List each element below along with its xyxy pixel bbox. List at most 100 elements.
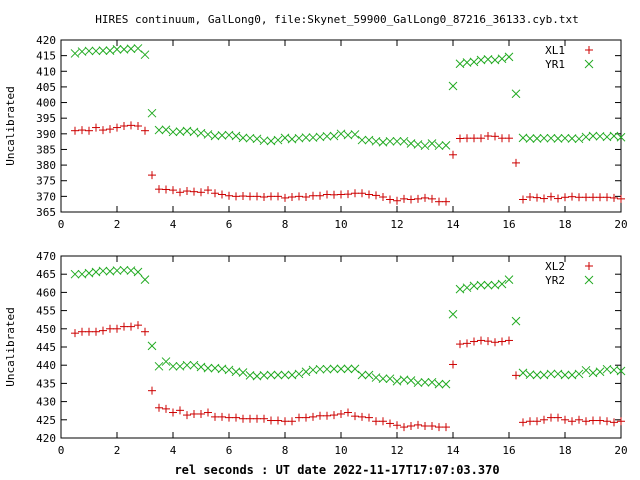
data-point-xl2 (71, 329, 79, 338)
data-point-yr1 (84, 46, 94, 56)
y-tick-label: 435 (36, 377, 56, 390)
data-point-yr2 (196, 362, 206, 372)
data-point-yr2 (231, 367, 241, 377)
data-point-yr2 (525, 370, 535, 380)
data-point-xl2 (421, 421, 429, 430)
y-tick-label: 445 (36, 341, 56, 354)
data-point-yr1 (280, 133, 290, 143)
x-tick-label: 8 (282, 218, 289, 231)
data-point-xl1 (491, 132, 499, 141)
data-point-yr1 (336, 129, 346, 139)
data-point-xl2 (267, 416, 275, 425)
data-point-xl2 (253, 414, 261, 423)
x-tick-label: 20 (614, 444, 627, 457)
data-point-xl2 (463, 339, 471, 348)
data-point-xl1 (428, 194, 436, 203)
data-point-xl2 (176, 406, 184, 415)
data-point-xl2 (400, 423, 408, 432)
y-tick-label: 390 (36, 128, 56, 141)
data-point-yr2 (301, 367, 311, 377)
data-point-yr1 (119, 45, 129, 54)
legend-marker-xl2 (585, 262, 593, 270)
legend-marker-xl1 (585, 46, 593, 54)
data-point-xl1 (519, 195, 527, 204)
data-point-xl1 (386, 195, 394, 204)
data-point-xl2 (428, 421, 436, 430)
data-point-xl2 (99, 326, 107, 335)
data-point-yr2 (294, 369, 304, 379)
data-point-xl1 (603, 193, 611, 202)
data-point-yr2 (532, 370, 542, 380)
data-point-xl1 (372, 191, 380, 200)
data-point-xl2 (330, 411, 338, 420)
data-point-xl2 (337, 409, 345, 418)
data-point-xl2 (204, 408, 212, 417)
x-tick-label: 12 (390, 444, 403, 457)
data-point-xl2 (92, 327, 100, 336)
data-point-yr1 (77, 47, 87, 56)
data-point-xl2 (281, 417, 289, 426)
chart-title: HIRES continuum, GalLong0, file:Skynet_5… (95, 13, 578, 26)
data-point-yr1 (406, 139, 416, 148)
data-point-xl2 (232, 413, 240, 422)
data-point-yr1 (133, 44, 143, 53)
data-point-xl2 (218, 412, 226, 421)
y-tick-label: 420 (36, 34, 56, 47)
legend-top: XL1 YR1 (545, 44, 594, 71)
data-point-yr2 (189, 360, 199, 370)
data-point-xl1 (211, 189, 219, 198)
x-tick-label: 10 (334, 218, 347, 231)
data-point-yr2 (595, 367, 605, 377)
data-points-bottom (70, 265, 626, 432)
y-tick-label: 410 (36, 65, 56, 78)
data-point-yr1 (581, 132, 591, 142)
data-point-xl1 (92, 123, 100, 132)
data-point-yr2 (350, 364, 360, 374)
data-point-yr2 (182, 360, 192, 370)
data-point-yr1 (350, 130, 360, 139)
data-point-xl1 (78, 126, 86, 135)
data-point-yr1 (147, 108, 157, 118)
data-point-yr1 (518, 133, 528, 143)
data-point-xl2 (169, 408, 177, 417)
data-point-yr2 (616, 366, 626, 376)
data-point-yr1 (532, 134, 542, 143)
data-point-yr1 (322, 131, 332, 141)
data-point-yr1 (161, 125, 171, 135)
y-tick-label: 370 (36, 190, 56, 203)
data-point-yr2 (315, 364, 325, 374)
data-point-yr2 (469, 281, 479, 291)
data-point-yr2 (490, 280, 500, 290)
x-axis-label: rel seconds : UT date 2022-11-17T17:07:0… (174, 463, 499, 477)
data-point-xl2 (617, 417, 625, 426)
data-point-xl1 (260, 192, 268, 201)
data-point-yr2 (399, 375, 409, 385)
data-point-xl2 (498, 337, 506, 346)
data-point-xl2 (127, 322, 135, 331)
data-point-yr1 (245, 133, 255, 143)
data-point-xl1 (449, 150, 457, 159)
y-tick-label: 365 (36, 206, 56, 219)
data-point-yr1 (252, 134, 262, 144)
x-tick-label: 0 (58, 444, 65, 457)
data-point-yr1 (308, 133, 318, 142)
data-point-yr1 (378, 137, 388, 147)
y-tick-label: 465 (36, 268, 56, 281)
data-point-xl2 (85, 327, 93, 336)
data-point-xl1 (309, 191, 317, 200)
data-point-yr1 (420, 141, 430, 151)
y-axis-label-top: Uncalibrated (4, 86, 17, 165)
data-point-yr2 (476, 280, 486, 290)
data-point-yr1 (413, 140, 423, 149)
data-point-xl2 (519, 418, 527, 427)
data-point-yr1 (553, 134, 563, 143)
data-point-xl2 (512, 371, 520, 380)
data-point-yr1 (343, 130, 353, 140)
data-point-xl1 (155, 185, 163, 194)
data-point-xl2 (456, 340, 464, 349)
data-point-yr1 (357, 135, 367, 145)
x-tick-label: 20 (614, 218, 627, 231)
data-point-yr1 (231, 131, 241, 141)
y-tick-label: 375 (36, 175, 56, 188)
data-point-yr2 (434, 379, 444, 389)
